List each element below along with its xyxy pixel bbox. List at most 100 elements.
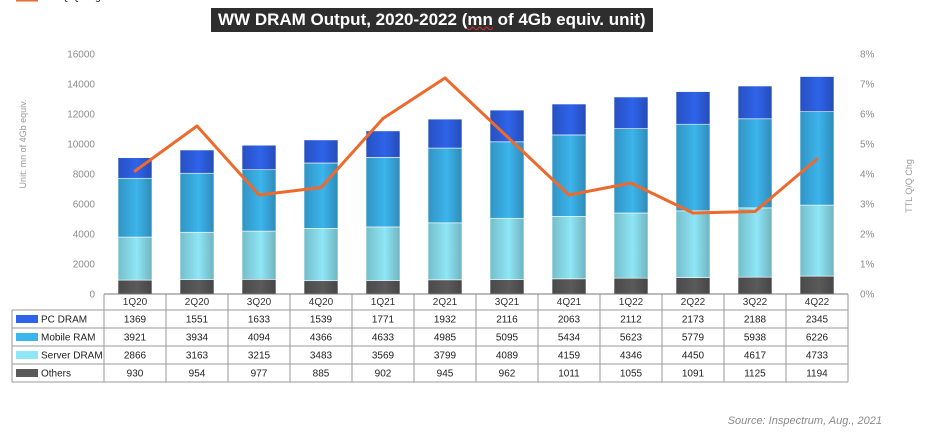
table-cell: 6% [376, 0, 391, 3]
bar-mobile-ram [737, 118, 773, 209]
table-cell: 1369 [124, 315, 147, 326]
category-label: 2Q21 [433, 297, 458, 308]
bar-mobile-ram [675, 123, 711, 212]
y-tick-label: 8000 [73, 170, 96, 181]
bar-pc-dram [551, 103, 587, 136]
table-cell: 1932 [434, 315, 457, 326]
line-point [443, 76, 447, 80]
table-cell: 4633 [372, 333, 395, 344]
chart-title-text-end: of 4Gb equiv. unit) [492, 10, 646, 29]
line-point [815, 157, 819, 161]
table-cell: 1771 [372, 315, 395, 326]
table-cell: 1539 [310, 315, 333, 326]
y2-tick-label: 5% [860, 140, 875, 151]
table-row-label: Mobile RAM [41, 333, 95, 344]
table-cell: 5938 [744, 333, 767, 344]
bar-mobile-ram [613, 128, 649, 214]
bar-others [241, 279, 277, 295]
bar-pc-dram [799, 76, 835, 113]
table-cell: 5434 [558, 333, 581, 344]
bar-server-dram [179, 231, 215, 280]
legend-swatch-pc [16, 315, 38, 323]
table-cell: 2188 [744, 315, 767, 326]
table-cell: 1125 [744, 369, 766, 380]
y2-tick-label: 3% [860, 200, 875, 211]
bar-pc-dram [117, 157, 153, 179]
line-point [567, 193, 571, 197]
line-point [505, 135, 509, 138]
table-cell: 5% [500, 0, 515, 3]
y2-tick-label: 2% [860, 230, 875, 241]
y-tick-label: 4000 [73, 230, 96, 241]
table-cell: 5% [810, 0, 825, 3]
bar-others [675, 277, 711, 295]
bar-others [365, 280, 401, 295]
table-cell: 3483 [310, 351, 333, 362]
bar-server-dram [737, 207, 773, 278]
table-cell: 4094 [248, 333, 271, 344]
table-row-label: Server DRAM [41, 351, 103, 362]
bar-pc-dram [303, 139, 339, 164]
table-cell: 1091 [682, 369, 705, 380]
y2-tick-label: 0% [860, 290, 875, 301]
y-tick-label: 12000 [67, 110, 95, 121]
table-cell: 3% [686, 0, 701, 3]
bar-server-dram [241, 230, 277, 280]
y-tick-label: 0 [89, 290, 95, 301]
table-cell: 977 [251, 369, 268, 380]
bar-pc-dram [365, 130, 401, 158]
chart-title-unit: mn [467, 10, 493, 29]
table-cell: 4089 [496, 351, 519, 362]
bar-pc-dram [427, 118, 463, 149]
bar-others [303, 280, 339, 295]
y2-axis-title: TTL Q/Q Chg [904, 159, 914, 213]
table-cell: 1011 [558, 369, 580, 380]
table-cell: 7% [438, 0, 453, 3]
table-cell: 2173 [682, 315, 705, 326]
line-point [381, 117, 385, 120]
bar-mobile-ram [179, 172, 215, 233]
table-cell: 962 [499, 369, 516, 380]
bar-server-dram [675, 210, 711, 278]
line-point [319, 186, 323, 189]
bar-server-dram [551, 216, 587, 280]
y2-tick-label: 4% [860, 170, 875, 181]
line-point [195, 124, 199, 128]
line-ttl-qq-chg [134, 76, 818, 215]
table-row-label: TTL Q/Q Chg [41, 0, 101, 3]
chart-title: WW DRAM Output, 2020-2022 (mn of 4Gb equ… [211, 8, 653, 32]
bar-pc-dram [179, 149, 215, 174]
table-cell: 4617 [744, 351, 767, 362]
y-tick-label: 6000 [73, 200, 96, 211]
line-point [629, 181, 633, 185]
table-cell: 2116 [496, 315, 518, 326]
bar-others [179, 279, 215, 295]
table-row-label: Others [41, 369, 71, 380]
table-cell: 3215 [248, 351, 271, 362]
bar-server-dram [489, 217, 525, 280]
table-cell: 930 [127, 369, 144, 380]
bar-others [117, 279, 153, 295]
y-tick-label: 10000 [67, 140, 95, 151]
bar-mobile-ram [551, 134, 587, 217]
table-cell: 945 [437, 369, 454, 380]
legend-swatch-others [16, 369, 38, 377]
line-point [133, 169, 137, 173]
y-tick-label: 14000 [67, 80, 95, 91]
table-cell: 3163 [186, 351, 209, 362]
bar-others [489, 279, 525, 295]
bar-others [427, 279, 463, 295]
table-cell: 3799 [434, 351, 457, 362]
bar-server-dram [303, 228, 339, 282]
bar-server-dram [613, 212, 649, 279]
category-label: 3Q21 [495, 297, 520, 308]
line-point [753, 210, 757, 213]
bar-mobile-ram [427, 147, 463, 224]
category-label: 3Q22 [743, 297, 768, 308]
bar-others [551, 278, 587, 295]
category-label: 1Q21 [371, 297, 396, 308]
table-cell: 6% [190, 0, 205, 3]
table-cell: 2112 [620, 315, 642, 326]
bar-mobile-ram [365, 157, 401, 228]
